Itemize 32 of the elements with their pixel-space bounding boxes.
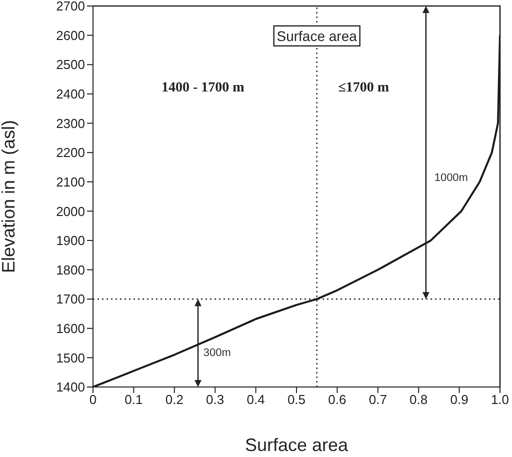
y-tick-label: 1800 <box>56 262 85 278</box>
x-tick-label: 0.6 <box>328 392 346 408</box>
annotation: ≤1700 m <box>338 80 390 96</box>
y-tick-label: 2300 <box>56 116 85 131</box>
y-tick-label: 2100 <box>56 174 85 190</box>
y-tick-label: 2400 <box>56 86 85 102</box>
y-tick-label: 2200 <box>56 145 85 160</box>
x-tick-label: 0.3 <box>206 392 224 408</box>
y-tick-label: 1600 <box>56 321 85 336</box>
y-tick-label: 2500 <box>56 57 85 72</box>
x-tick-label: 0.5 <box>287 392 306 408</box>
x-tick-label: 0.7 <box>368 392 387 408</box>
x-axis-title: Surface area <box>244 435 350 455</box>
y-tick-label: 1900 <box>56 233 85 248</box>
x-tick-label: 0.9 <box>450 392 468 408</box>
annotation: Surface area <box>276 28 358 44</box>
y-tick-label: 1500 <box>56 350 85 366</box>
x-tick-label: 0.1 <box>124 392 143 408</box>
x-tick-label: 1.0 <box>490 392 510 408</box>
y-tick-label: 1700 <box>56 292 85 307</box>
y-tick-label: 2700 <box>56 0 85 14</box>
x-tick-label: 0.2 <box>165 392 184 408</box>
y-tick-label: 1400 <box>56 380 85 395</box>
y-tick-label: 2000 <box>56 204 85 219</box>
annotation: 300m <box>203 346 231 359</box>
y-tick-label: 2600 <box>56 28 85 43</box>
x-tick-label: 0.4 <box>246 392 265 408</box>
x-tick-label: 0.8 <box>410 392 428 408</box>
annotation: 1400 - 1700 m <box>161 80 245 96</box>
annotation: 1000m <box>434 172 468 184</box>
x-tick-label: 0 <box>89 392 97 408</box>
y-axis-title: Elevation in m (asl) <box>0 120 18 274</box>
